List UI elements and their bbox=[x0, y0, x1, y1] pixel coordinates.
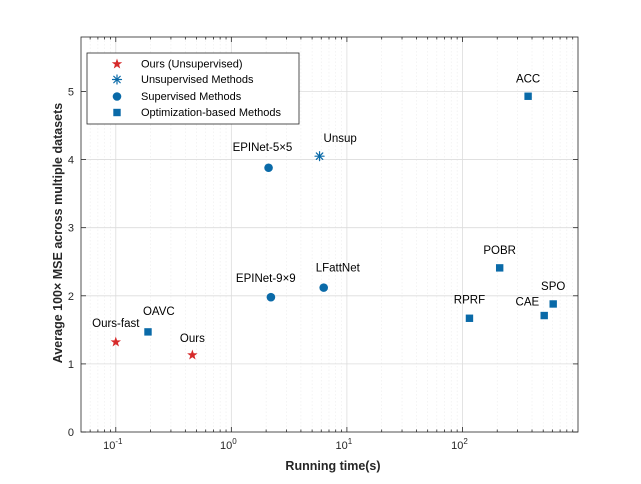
x-tick-base: 10 bbox=[220, 440, 232, 452]
x-tick-base: 10 bbox=[336, 440, 348, 452]
point-label: EPINet-9×9 bbox=[236, 273, 296, 285]
legend-label: Optimization-based Methods bbox=[141, 107, 282, 119]
legend-marker bbox=[113, 108, 121, 117]
data-point-square bbox=[465, 314, 474, 322]
x-tick-exponent: 0 bbox=[232, 437, 237, 446]
legend-circle-icon bbox=[112, 92, 122, 101]
point-label: SPO bbox=[541, 281, 565, 293]
asterisk-stroke bbox=[113, 75, 121, 84]
x-tick-exponent: -1 bbox=[115, 437, 123, 446]
axes bbox=[80, 36, 579, 433]
point-label: Ours-fast bbox=[92, 318, 140, 330]
point-label: POBR bbox=[483, 245, 516, 257]
data-markers bbox=[110, 92, 557, 360]
legend-marker bbox=[111, 74, 123, 85]
point-label: Unsup bbox=[324, 133, 357, 145]
legend-marker bbox=[111, 58, 123, 69]
y-tick-label: 2 bbox=[68, 291, 74, 303]
x-tick-base: 10 bbox=[451, 440, 463, 452]
data-point-star bbox=[187, 349, 198, 360]
data-point-circle bbox=[266, 292, 276, 302]
y-tick-label: 5 bbox=[68, 86, 74, 98]
data-point-circle bbox=[319, 283, 329, 292]
point-label: RPRF bbox=[454, 294, 485, 306]
x-tick-exponent: 2 bbox=[463, 437, 468, 446]
legend-entry-ours: Ours (Unsupervised) bbox=[111, 58, 242, 71]
data-point-square bbox=[495, 264, 504, 272]
legend-box bbox=[86, 52, 300, 125]
x-tick-exponent: 1 bbox=[348, 437, 353, 446]
y-tick-label: 0 bbox=[68, 427, 74, 439]
asterisk-stroke bbox=[315, 152, 324, 161]
data-point-square bbox=[524, 92, 532, 100]
data-point-square bbox=[549, 300, 557, 308]
point-label: ACC bbox=[516, 73, 540, 85]
x-tick-base: 10 bbox=[103, 440, 115, 452]
legend-square-icon bbox=[113, 108, 121, 117]
legend-asterisk-icon bbox=[111, 74, 123, 85]
y-tick-label: 3 bbox=[68, 223, 74, 235]
grid-lines bbox=[81, 37, 578, 432]
point-labels: Ours-fast Ours Unsup EPINet-5×5 EPINet-9×9 LF… bbox=[92, 73, 565, 345]
x-axis-title: Running time(s) bbox=[285, 459, 380, 473]
x-tick-label: 100 bbox=[220, 437, 237, 452]
x-tick-label: 102 bbox=[451, 437, 468, 452]
x-tick-label: 10-1 bbox=[103, 437, 123, 452]
legend-entry-supervised: Supervised Methods bbox=[112, 91, 242, 103]
data-point-square bbox=[540, 311, 548, 320]
y-tick-label: 4 bbox=[68, 155, 74, 167]
data-point-asterisk bbox=[314, 151, 325, 162]
legend-entry-optimization: Optimization-based Methods bbox=[113, 107, 282, 119]
point-label: Ours bbox=[180, 333, 205, 345]
data-point-star bbox=[110, 336, 122, 347]
x-tick-label: 101 bbox=[336, 437, 353, 452]
legend-star-icon bbox=[111, 58, 123, 69]
point-label: OAVC bbox=[143, 306, 175, 318]
legend-entry-unsupervised: Unsupervised Methods bbox=[111, 74, 254, 86]
point-label: CAE bbox=[516, 297, 540, 309]
axes-frame bbox=[80, 36, 579, 433]
legend-label: Unsupervised Methods bbox=[141, 74, 254, 86]
data-point-circle bbox=[264, 163, 273, 173]
point-label: LFattNet bbox=[316, 263, 361, 275]
y-tick-label: 1 bbox=[68, 359, 74, 371]
y-axis-title: Average 100× MSE across multiple dataset… bbox=[51, 103, 65, 363]
legend-marker bbox=[112, 92, 122, 101]
legend: Ours (Unsupervised) Unsupervised Methods… bbox=[86, 52, 300, 125]
legend-label: Ours (Unsupervised) bbox=[141, 59, 242, 71]
legend-label: Supervised Methods bbox=[141, 91, 242, 103]
data-point-square bbox=[144, 328, 152, 336]
point-label: EPINet-5×5 bbox=[233, 142, 293, 154]
